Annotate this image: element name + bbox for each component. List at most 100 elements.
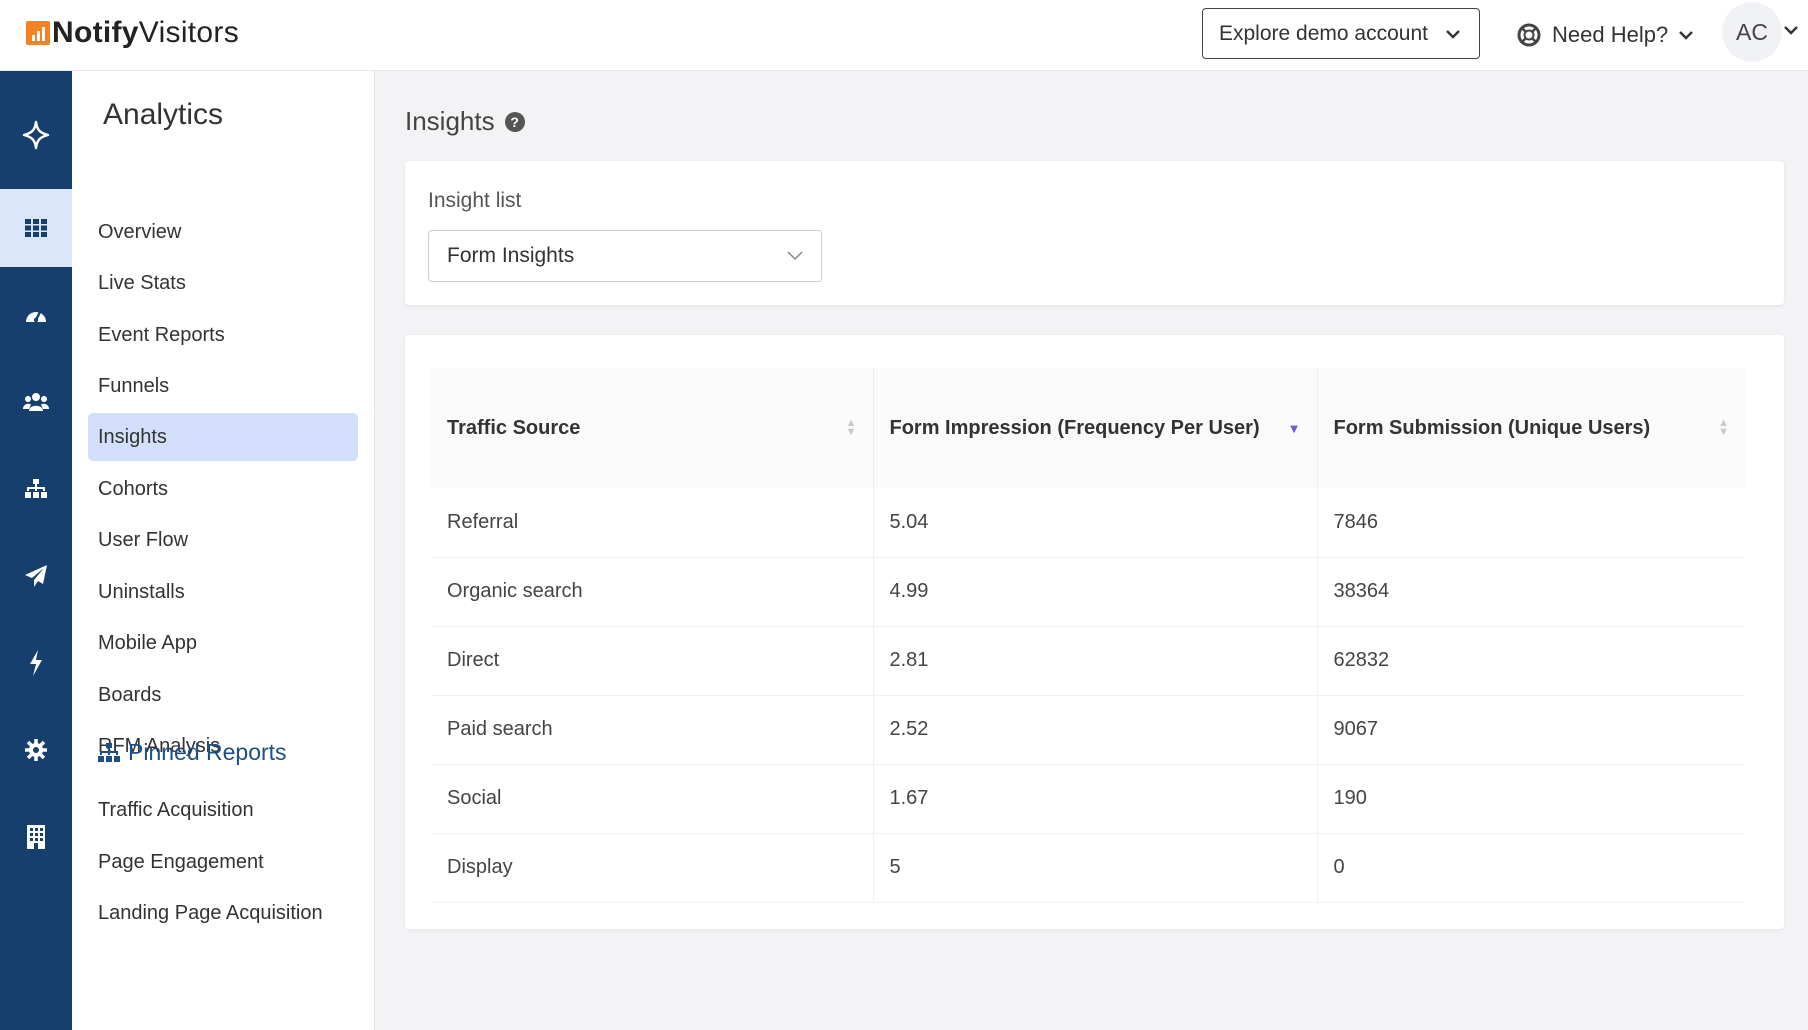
chevron-down-icon <box>1679 31 1694 40</box>
sidebar-item-overview[interactable]: Overview <box>88 208 358 256</box>
rail-dashboard-item[interactable] <box>0 276 72 354</box>
sidebar-item-funnels[interactable]: Funnels <box>88 362 358 410</box>
dashboard-icon <box>26 311 46 323</box>
page-title: Insights <box>405 106 495 136</box>
sidebar-item-user-flow[interactable]: User Flow <box>88 516 358 564</box>
insight-selector-card: Insight list Form Insights <box>405 161 1784 305</box>
gear-icon <box>25 739 47 761</box>
cell-form-submission: 190 <box>1317 764 1745 834</box>
need-help-label: Need Help? <box>1552 22 1669 47</box>
sidebar-item-label: Uninstalls <box>98 580 185 603</box>
avatar[interactable]: AC <box>1722 2 1782 62</box>
help-circle-icon[interactable]: ? <box>504 111 525 132</box>
table-row: Direct 2.81 62832 <box>431 626 1745 696</box>
insights-table-card: Traffic Source ▲ ▼ Form Impression (Frequ… <box>405 335 1784 929</box>
sidebar-item-mobile-app[interactable]: Mobile App <box>88 619 358 667</box>
column-header-label: Traffic Source <box>447 416 581 439</box>
rail-sitemap-item[interactable] <box>0 450 72 528</box>
explore-demo-account-button[interactable]: Explore demo account <box>1202 8 1480 59</box>
bolt-icon <box>30 650 42 676</box>
table-row: Organic search 4.99 38364 <box>431 557 1745 627</box>
sidebar-item-cohorts[interactable]: Cohorts <box>88 465 358 513</box>
sidebar-item-label: User Flow <box>98 528 189 551</box>
sidebar-item-page-engagement[interactable]: Page Engagement <box>88 838 358 886</box>
sidebar-item-label: Mobile App <box>98 631 197 654</box>
sidebar-item-label: Cohorts <box>98 477 169 500</box>
sparkle-icon <box>22 120 50 150</box>
cell-form-submission: 62832 <box>1317 626 1745 696</box>
sidebar-item-label: Boards <box>98 683 162 706</box>
sidebar-item-label: Insights <box>98 425 167 448</box>
sort-icon[interactable]: ▲ ▼ <box>845 417 857 438</box>
demo-button-label: Explore demo account <box>1219 21 1428 45</box>
column-header-traffic-source[interactable]: Traffic Source ▲ ▼ <box>431 368 874 488</box>
cell-traffic-source: Organic search <box>431 557 874 627</box>
cell-form-submission: 9067 <box>1317 695 1745 765</box>
rail-building-item[interactable] <box>0 798 72 876</box>
sidebar-item-label: Live Stats <box>98 271 186 294</box>
logo-chart-icon <box>26 21 50 45</box>
sidebar-item-rfm-analysis[interactable]: RFM Analysis <box>88 722 358 770</box>
rail-sparkle-item[interactable] <box>0 96 72 174</box>
rail-settings-item[interactable] <box>0 711 72 789</box>
lifebuoy-icon <box>1517 23 1541 47</box>
cell-form-impression: 5.04 <box>873 488 1318 558</box>
cell-form-impression: 5 <box>873 833 1318 903</box>
cell-traffic-source: Social <box>431 764 874 834</box>
main-content: Insights ? Insight list Form Insights Tr… <box>375 71 1808 1030</box>
cell-traffic-source: Paid search <box>431 695 874 765</box>
need-help-menu[interactable]: Need Help? <box>1516 17 1694 53</box>
sidebar-item-label: Landing Page Acquisition <box>98 901 323 924</box>
pinned-reports-heading: Pinned Reports <box>98 739 287 766</box>
sidebar-item-landing-page-acquisition[interactable]: Landing Page Acquisition <box>88 889 358 937</box>
cell-traffic-source: Display <box>431 833 874 903</box>
cell-form-impression: 1.67 <box>873 764 1318 834</box>
rail-bolt-item[interactable] <box>0 624 72 702</box>
cell-form-submission: 0 <box>1317 833 1745 903</box>
logo-text: NotifyVisitors <box>52 16 240 49</box>
cell-form-impression: 2.81 <box>873 626 1318 696</box>
selected-insight-value: Form Insights <box>447 244 575 267</box>
sidebar-item-event-reports[interactable]: Event Reports <box>88 311 358 359</box>
column-header-form-impression[interactable]: Form Impression (Frequency Per User) ▼ <box>873 368 1318 488</box>
sidebar-item-traffic-acquisition[interactable]: Traffic Acquisition <box>88 786 358 834</box>
rail-send-item[interactable] <box>0 537 72 615</box>
sort-descending-icon[interactable]: ▼ <box>1287 420 1301 436</box>
chevron-down-icon <box>787 251 803 261</box>
rail-users-item[interactable] <box>0 363 72 441</box>
icon-rail <box>0 71 72 1030</box>
cell-form-submission: 38364 <box>1317 557 1745 627</box>
cell-form-impression: 2.52 <box>873 695 1318 765</box>
sitemap-icon <box>98 742 120 762</box>
column-header-label: Form Impression (Frequency Per User) <box>889 416 1260 439</box>
logo[interactable]: NotifyVisitors <box>26 16 239 50</box>
sidebar-item-label: Traffic Acquisition <box>98 798 254 821</box>
page-title-row: Insights ? <box>405 106 525 137</box>
rail-grid-item[interactable] <box>0 189 72 267</box>
insight-list-select[interactable]: Form Insights <box>428 230 822 282</box>
table-row: Display 5 0 <box>431 833 1745 903</box>
sitemap-icon <box>25 479 47 498</box>
sidebar-item-live-stats[interactable]: Live Stats <box>88 259 358 307</box>
grid-icon <box>25 219 47 237</box>
cell-traffic-source: Direct <box>431 626 874 696</box>
analytics-sidebar: Analytics Overview Live Stats Event Repo… <box>72 71 375 1030</box>
cell-traffic-source: Referral <box>431 488 874 558</box>
sidebar-item-uninstalls[interactable]: Uninstalls <box>88 568 358 616</box>
sidebar-item-label: Event Reports <box>98 323 225 346</box>
table-row: Social 1.67 190 <box>431 764 1745 834</box>
building-icon <box>27 825 45 849</box>
avatar-initials: AC <box>1736 18 1768 45</box>
sidebar-title: Analytics <box>103 98 224 131</box>
sidebar-item-boards[interactable]: Boards <box>88 671 358 719</box>
insights-table: Traffic Source ▲ ▼ Form Impression (Frequ… <box>431 368 1745 903</box>
cell-form-impression: 4.99 <box>873 557 1318 627</box>
sidebar-item-insights[interactable]: Insights <box>88 413 358 461</box>
pinned-reports-label: Pinned Reports <box>128 739 287 765</box>
table-row: Paid search 2.52 9067 <box>431 695 1745 765</box>
sort-icon[interactable]: ▲ ▼ <box>1718 417 1729 438</box>
sidebar-item-label: Funnels <box>98 374 170 397</box>
chevron-down-icon[interactable] <box>1783 24 1799 36</box>
top-bar: NotifyVisitors Explore demo account Need… <box>0 0 1808 71</box>
column-header-form-submission[interactable]: Form Submission (Unique Users) ▲ ▼ <box>1317 368 1745 488</box>
